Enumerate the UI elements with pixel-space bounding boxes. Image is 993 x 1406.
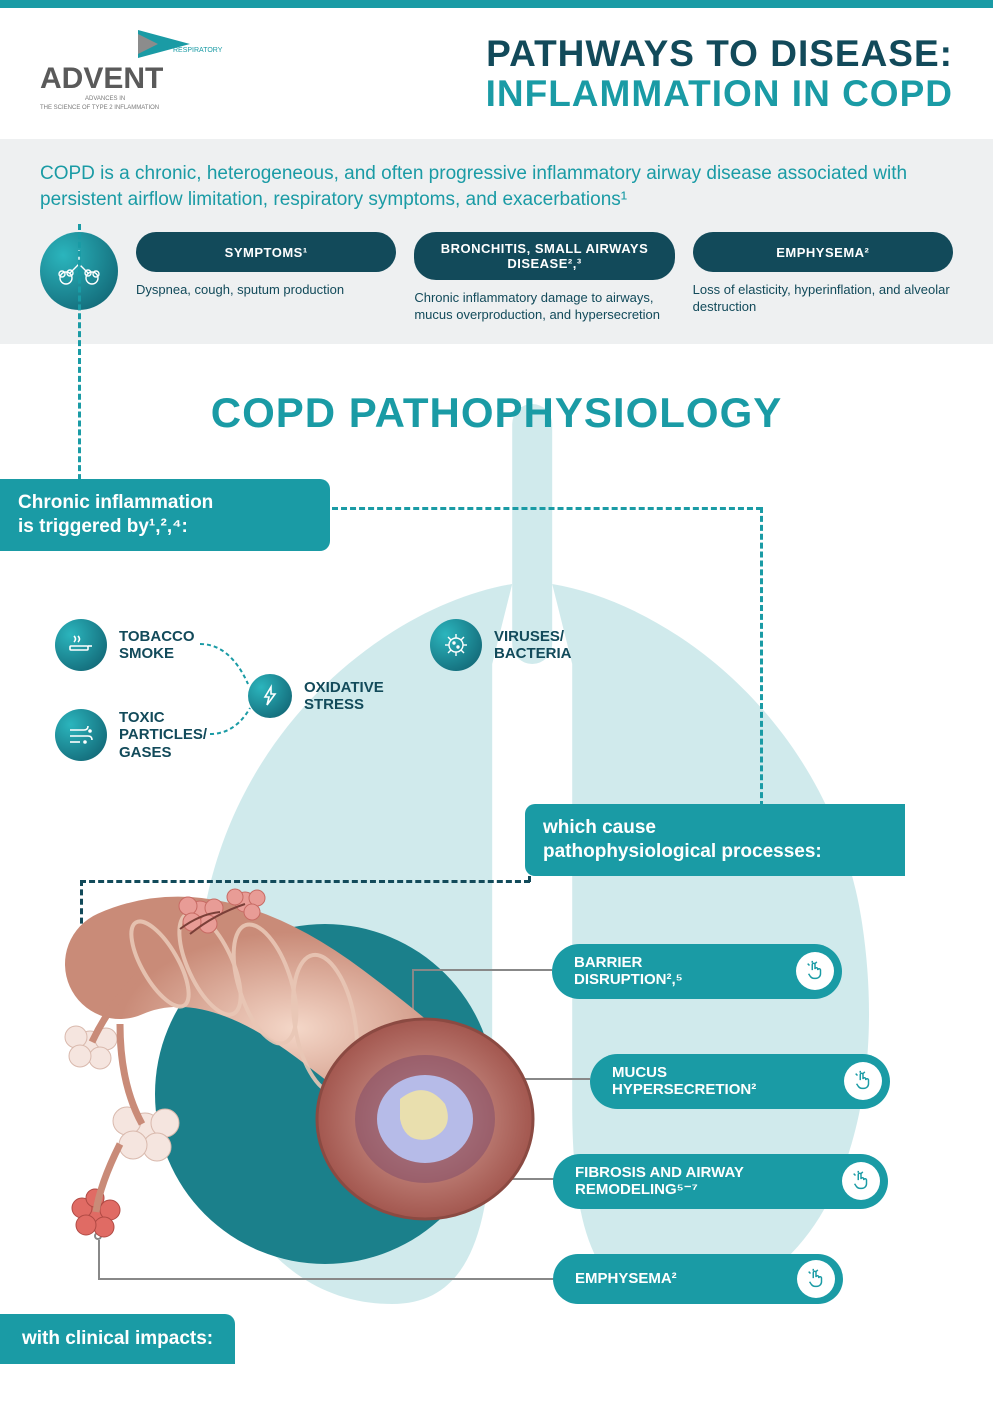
intro-col-symptoms: SYMPTOMS¹ Dyspnea, cough, sputum product… [136, 232, 396, 299]
trigger-oxidative-label: OXIDATIVESTRESS [304, 679, 384, 714]
trigger-oxidative: OXIDATIVESTRESS [248, 674, 384, 718]
trigger-viruses-label: VIRUSES/BACTERIA [494, 628, 572, 663]
process-mucus[interactable]: MUCUSHYPERSECRETION² [590, 1054, 890, 1109]
section-title: COPD PATHOPHYSIOLOGY [0, 389, 993, 437]
bolt-icon [248, 674, 292, 718]
pill-emphysema-body: Loss of elasticity, hyperinflation, and … [693, 282, 953, 316]
connector [760, 507, 763, 807]
brand-logo: ADVENT RESPIRATORY ADVANCES IN THE SCIEN… [40, 26, 230, 121]
trigger-tag: Chronic inflammation is triggered by¹,²,… [0, 479, 330, 551]
page-title: PATHWAYS TO DISEASE: INFLAMMATION IN COP… [260, 33, 953, 115]
intro-col-emphysema: EMPHYSEMA² Loss of elasticity, hyperinfl… [693, 232, 953, 316]
pill-bronchitis: BRONCHITIS, SMALL AIRWAYS DISEASE²,³ [414, 232, 674, 280]
svg-text:ADVANCES IN: ADVANCES IN [85, 96, 125, 102]
title-line2: INFLAMMATION IN COPD [260, 73, 953, 115]
intro-col-bronchitis: BRONCHITIS, SMALL AIRWAYS DISEASE²,³ Chr… [414, 232, 674, 324]
connector [332, 507, 762, 510]
trigger-tag-l1: Chronic inflammation [18, 492, 213, 513]
process-mucus-label: MUCUSHYPERSECRETION² [612, 1064, 756, 1099]
cause-tag-l1: which cause [543, 817, 656, 838]
intro-band: COPD is a chronic, heterogeneous, and of… [0, 139, 993, 344]
svg-text:THE SCIENCE OF TYPE 2 INFLAMMA: THE SCIENCE OF TYPE 2 INFLAMMATION [40, 105, 159, 111]
cigarette-icon [55, 619, 107, 671]
tap-icon [796, 952, 834, 990]
wind-particles-icon [55, 709, 107, 761]
header: ADVENT RESPIRATORY ADVANCES IN THE SCIEN… [0, 8, 993, 139]
tap-icon [797, 1260, 835, 1298]
pathophysiology-section: COPD PATHOPHYSIOLOGY Chronic inflammatio… [0, 344, 993, 1364]
tap-icon [842, 1162, 880, 1200]
svg-text:RESPIRATORY: RESPIRATORY [173, 47, 223, 54]
process-fibrosis[interactable]: FIBROSIS AND AIRWAYREMODELING⁵⁻⁷ [553, 1154, 888, 1209]
trigger-toxic: TOXICPARTICLES/GASES [55, 709, 207, 761]
tap-icon [844, 1062, 882, 1100]
pill-symptoms: SYMPTOMS¹ [136, 232, 396, 272]
connector [80, 880, 530, 883]
trigger-tobacco-label: TOBACCOSMOKE [119, 628, 195, 663]
virus-icon [430, 619, 482, 671]
trigger-tobacco: TOBACCOSMOKE [55, 619, 195, 671]
trigger-toxic-label: TOXICPARTICLES/GASES [119, 709, 207, 761]
process-barrier[interactable]: BARRIERDISRUPTION²,⁵ [552, 944, 842, 999]
intro-row: SYMPTOMS¹ Dyspnea, cough, sputum product… [40, 232, 953, 324]
process-emphysema[interactable]: EMPHYSEMA² [553, 1254, 843, 1304]
svg-text:ADVENT: ADVENT [40, 62, 163, 95]
top-accent-bar [0, 0, 993, 8]
pill-symptoms-body: Dyspnea, cough, sputum production [136, 282, 396, 299]
trigger-viruses: VIRUSES/BACTERIA [430, 619, 572, 671]
intro-text: COPD is a chronic, heterogeneous, and of… [40, 161, 953, 212]
connector [78, 224, 81, 489]
process-barrier-label: BARRIERDISRUPTION²,⁵ [574, 954, 683, 989]
advent-logo-icon: ADVENT RESPIRATORY ADVANCES IN THE SCIEN… [40, 26, 230, 116]
process-fibrosis-label: FIBROSIS AND AIRWAYREMODELING⁵⁻⁷ [575, 1164, 744, 1199]
pill-emphysema: EMPHYSEMA² [693, 232, 953, 272]
airway-illustration-icon [30, 884, 540, 1324]
process-emphysema-label: EMPHYSEMA² [575, 1270, 677, 1287]
title-line1: PATHWAYS TO DISEASE: [260, 33, 953, 75]
cause-tag-l2: pathophysiological processes: [543, 841, 822, 862]
pill-bronchitis-body: Chronic inflammatory damage to airways, … [414, 290, 674, 324]
cause-tag: which cause pathophysiological processes… [525, 804, 905, 876]
trigger-tag-l2: is triggered by¹,²,⁴: [18, 516, 188, 537]
